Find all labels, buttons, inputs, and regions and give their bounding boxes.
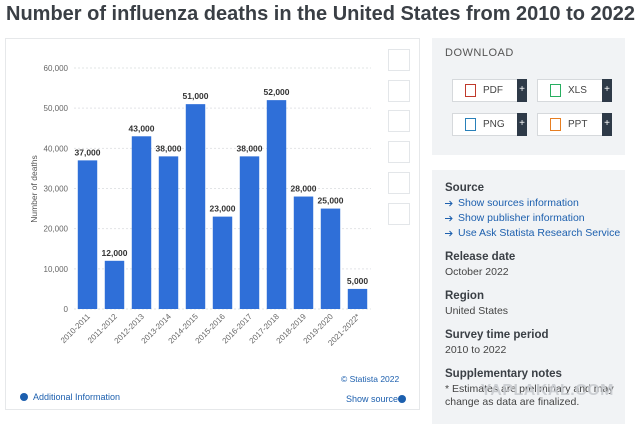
pdf-button[interactable]: PDF + bbox=[452, 79, 527, 102]
link-text: Show sources information bbox=[458, 197, 579, 209]
value-label: 52,000 bbox=[264, 87, 290, 97]
link[interactable]: Use Ask Statista Research Service bbox=[445, 227, 620, 239]
section-text: 2010 to 2022 bbox=[445, 344, 507, 356]
arrow bbox=[445, 230, 453, 237]
source-icon bbox=[398, 395, 406, 403]
button-plus: + bbox=[602, 113, 612, 136]
link-text: Use Ask Statista Research Service bbox=[458, 227, 621, 239]
bar bbox=[293, 196, 314, 309]
show-source[interactable]: Show source bbox=[346, 394, 398, 404]
settings-button[interactable] bbox=[388, 110, 410, 132]
button-label: PDF bbox=[483, 85, 503, 96]
link[interactable]: Show publisher information bbox=[445, 212, 585, 224]
png-button[interactable]: PNG + bbox=[452, 113, 527, 136]
arrow bbox=[445, 215, 453, 222]
button-plus: + bbox=[602, 79, 612, 102]
y-axis-label: Number of deaths bbox=[29, 155, 39, 223]
bar bbox=[266, 100, 287, 309]
value-label: 38,000 bbox=[237, 143, 263, 153]
section-title: Source bbox=[445, 182, 484, 194]
value-label: 38,000 bbox=[156, 143, 182, 153]
share-button[interactable] bbox=[388, 141, 410, 163]
print-button[interactable] bbox=[388, 203, 410, 225]
section-text: United States bbox=[445, 305, 509, 317]
button-label: PPT bbox=[568, 119, 588, 130]
favorite-button[interactable] bbox=[388, 49, 410, 71]
chart-panel: Number of deaths © Statista 2022 Additio… bbox=[5, 38, 420, 410]
bar bbox=[77, 160, 98, 309]
y-tick-label: 50,000 bbox=[44, 104, 69, 113]
bar bbox=[131, 136, 152, 309]
link[interactable]: Show sources information bbox=[445, 197, 579, 209]
link-text: Show publisher information bbox=[458, 212, 585, 224]
button-label: XLS bbox=[568, 85, 587, 96]
value-label: 23,000 bbox=[210, 204, 236, 214]
download-title: DOWNLOAD bbox=[445, 47, 514, 59]
bar bbox=[347, 288, 368, 309]
additional-info[interactable]: Additional Information bbox=[33, 392, 120, 402]
info-icon bbox=[20, 393, 28, 401]
section-text: October 2022 bbox=[445, 266, 509, 278]
info-box: Source Show sources information Show pub… bbox=[432, 170, 625, 424]
chart: Number of deaths © Statista 2022 Additio… bbox=[20, 64, 406, 404]
bar bbox=[239, 156, 260, 309]
section-title: Survey time period bbox=[445, 329, 549, 341]
value-label: 51,000 bbox=[183, 91, 209, 101]
value-label: 28,000 bbox=[291, 184, 317, 194]
section-title: Region bbox=[445, 290, 484, 302]
bar bbox=[158, 156, 179, 309]
bar bbox=[104, 260, 125, 309]
button-plus: + bbox=[517, 113, 527, 136]
value-label: 43,000 bbox=[129, 123, 155, 133]
value-label: 25,000 bbox=[318, 196, 344, 206]
ppt-button[interactable]: PPT + bbox=[537, 113, 612, 136]
value-label: 37,000 bbox=[75, 147, 101, 157]
section-title: Supplementary notes bbox=[445, 368, 562, 380]
page-title: Number of influenza deaths in the United… bbox=[6, 3, 636, 25]
copyright[interactable]: © Statista 2022 bbox=[341, 374, 400, 384]
y-tick-label: 60,000 bbox=[44, 64, 69, 73]
watermark: YAPLAKAL.COM bbox=[480, 382, 614, 399]
alert-button[interactable] bbox=[388, 80, 410, 102]
y-tick-label: 40,000 bbox=[44, 144, 69, 153]
y-tick-label: 20,000 bbox=[44, 225, 69, 234]
value-label: 5,000 bbox=[347, 276, 369, 286]
bar bbox=[212, 216, 233, 309]
section-text: * Estimates are preliminary and may chan… bbox=[445, 383, 614, 408]
button-plus: + bbox=[517, 79, 527, 102]
download-box: DOWNLOAD PDF + XLS + PNG + PPT + bbox=[432, 38, 625, 155]
y-tick-label: 10,000 bbox=[44, 265, 69, 274]
bar bbox=[185, 104, 206, 310]
y-tick-label: 0 bbox=[64, 305, 69, 314]
value-label: 12,000 bbox=[102, 248, 128, 258]
arrow bbox=[445, 200, 453, 207]
bar bbox=[320, 208, 341, 309]
button-label: PNG bbox=[483, 119, 505, 130]
y-tick-label: 30,000 bbox=[44, 185, 69, 194]
xls-button[interactable]: XLS + bbox=[537, 79, 612, 102]
section-title: Release date bbox=[445, 251, 516, 263]
cite-button[interactable] bbox=[388, 172, 410, 194]
